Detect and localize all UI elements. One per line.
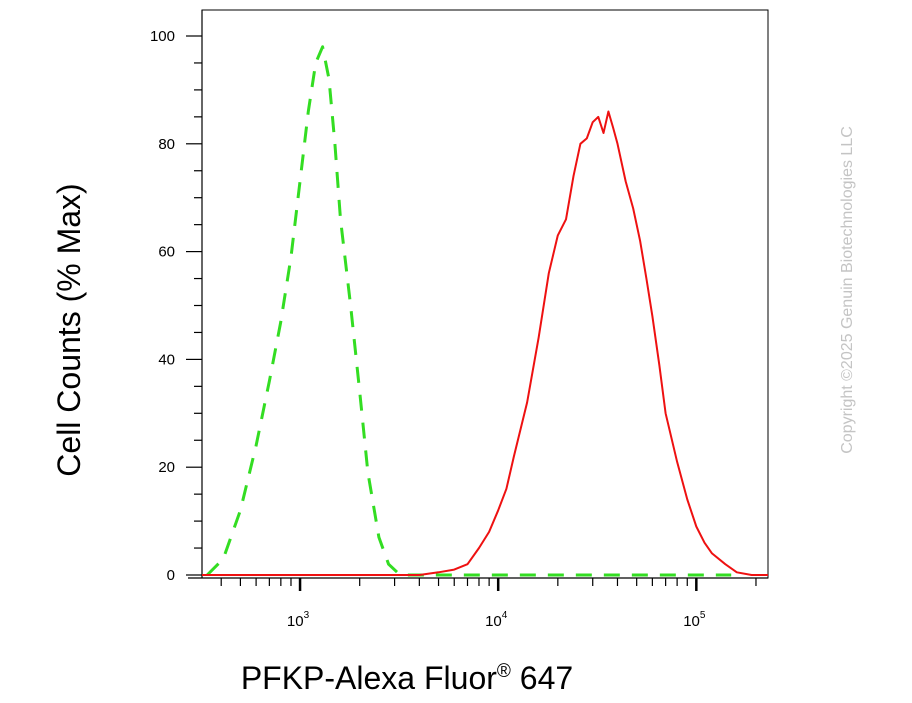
x-tick-label: 103 bbox=[287, 610, 310, 630]
plot-area-frame bbox=[201, 9, 769, 579]
x-axis-title-suffix: 647 bbox=[511, 660, 573, 696]
x-tick-label: 104 bbox=[485, 610, 508, 630]
y-tick-label: 20 bbox=[158, 459, 175, 476]
y-axis-ticks: 0 20 40 60 80 100 bbox=[150, 28, 202, 584]
copyright-watermark: Copyright ©2025 Genuin Biotechnologies L… bbox=[839, 126, 856, 454]
x-tick-base: 10 bbox=[287, 613, 304, 630]
series-line-solid bbox=[202, 110, 768, 576]
x-tick-label: 105 bbox=[683, 610, 706, 630]
x-axis-title-main: PFKP-Alexa Fluor bbox=[241, 660, 497, 696]
x-tick-exponent: 5 bbox=[700, 610, 706, 621]
x-axis-title: PFKP-Alexa Fluor® 647 bbox=[241, 660, 573, 696]
x-axis-title-registered: ® bbox=[497, 661, 511, 682]
x-axis-ticks: 103 104 105 bbox=[220, 578, 757, 630]
x-tick-exponent: 4 bbox=[502, 610, 508, 621]
x-tick-base: 10 bbox=[683, 613, 700, 630]
x-tick-base: 10 bbox=[485, 613, 502, 630]
y-tick-label: 80 bbox=[158, 136, 175, 153]
x-tick-exponent: 3 bbox=[304, 610, 310, 621]
y-tick-label: 40 bbox=[158, 351, 175, 368]
series-layer bbox=[202, 45, 768, 577]
y-tick-label: 100 bbox=[150, 28, 175, 45]
y-axis-title: Cell Counts (% Max) bbox=[51, 183, 87, 476]
y-tick-label: 0 bbox=[167, 567, 175, 584]
y-tick-label: 60 bbox=[158, 244, 175, 261]
series-line-dashed bbox=[206, 45, 732, 577]
